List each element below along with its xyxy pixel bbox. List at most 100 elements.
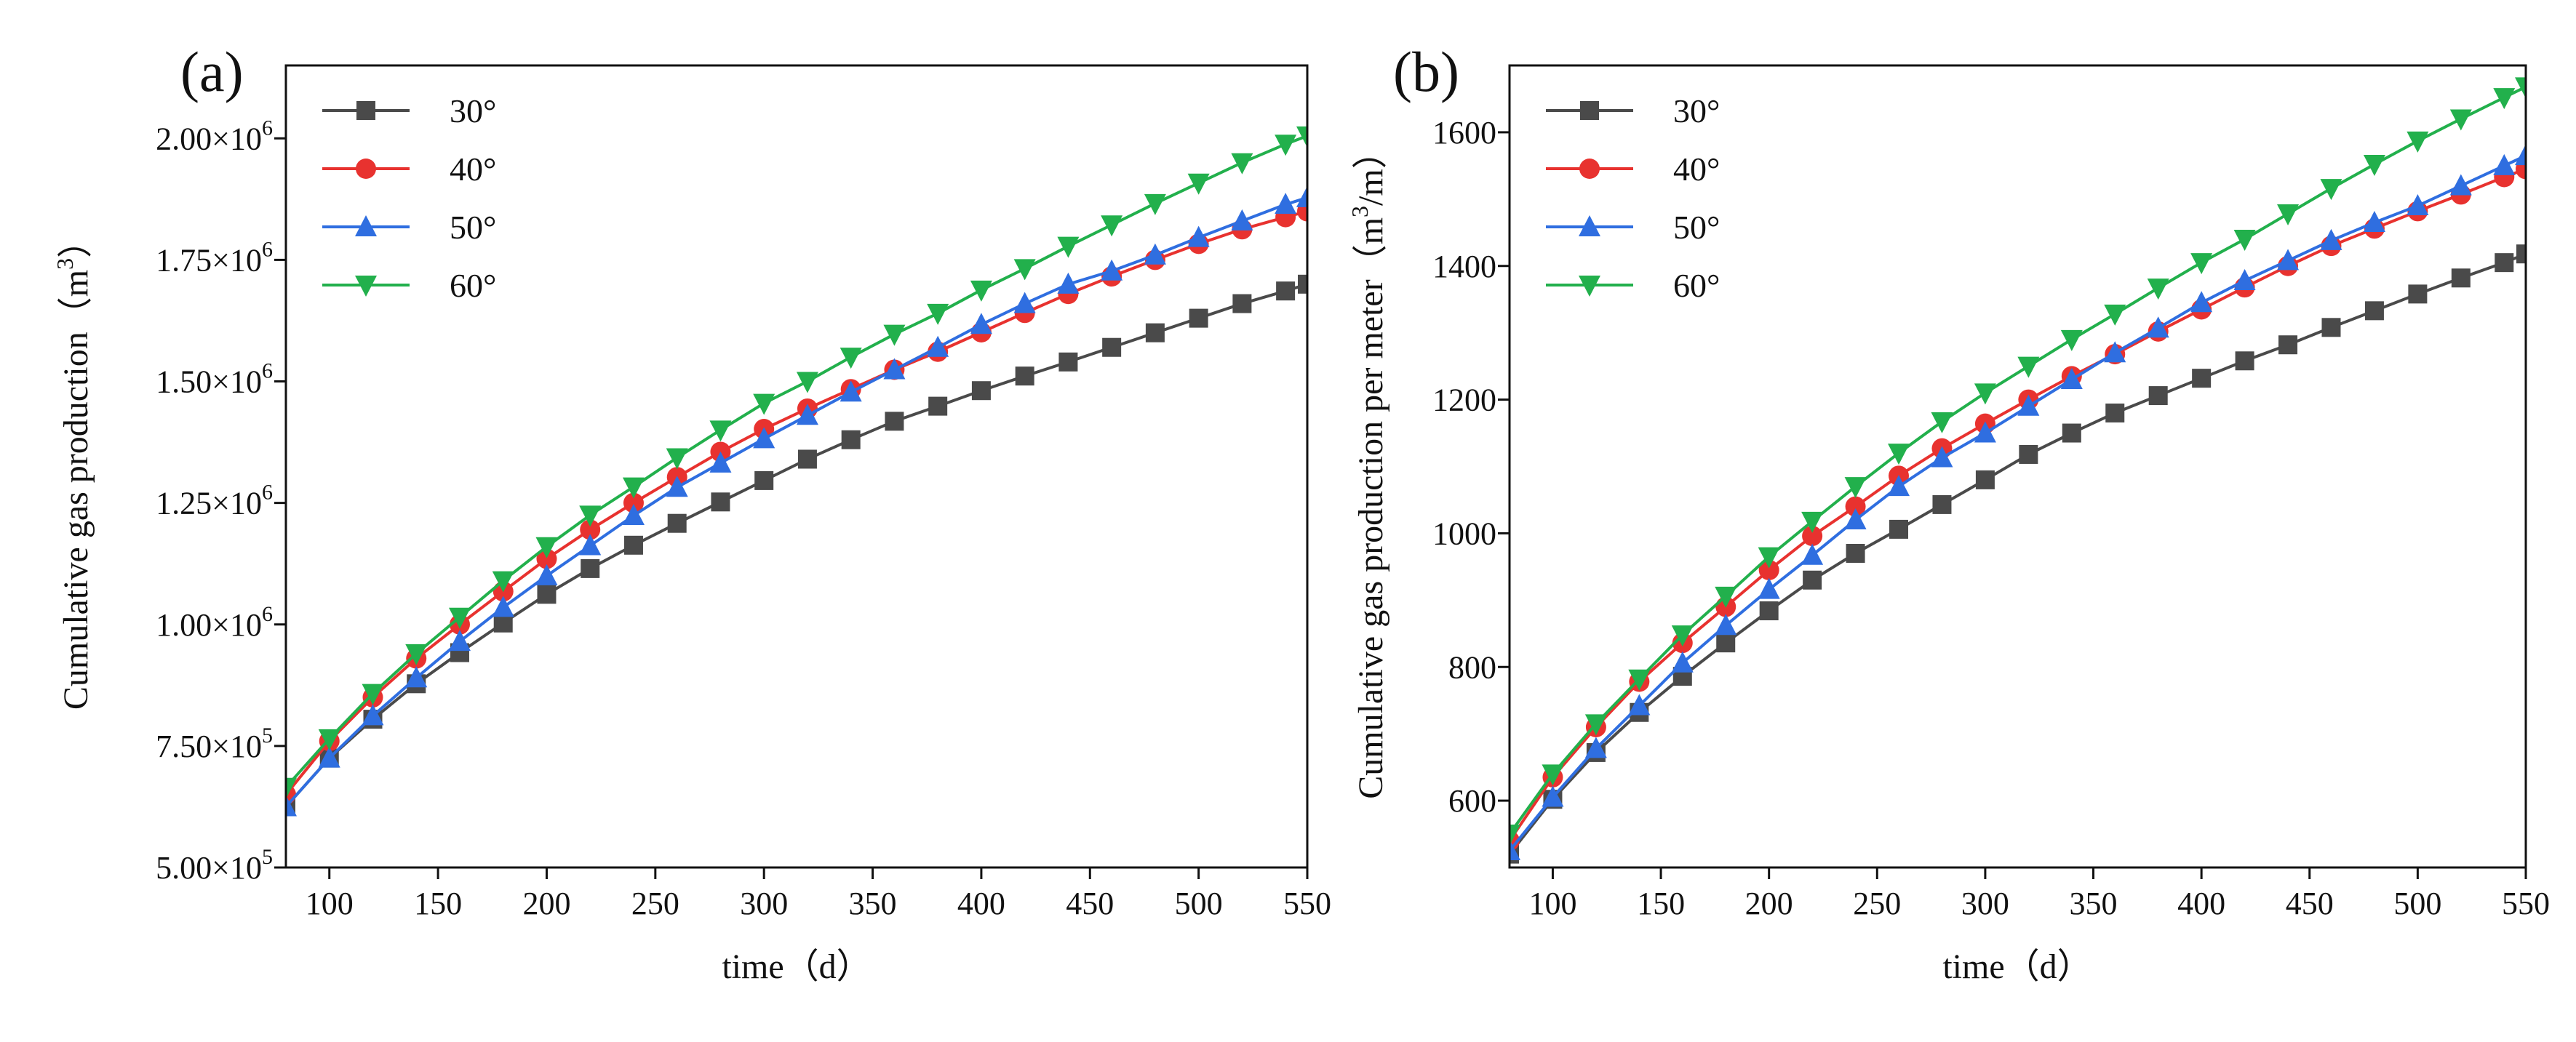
data-point-a-3-23 [1275,135,1297,156]
data-point-a-2-6 [535,564,558,585]
data-point-b-2-9 [1888,475,1910,497]
x-tick-label-a-7: 450 [1066,886,1114,921]
data-point-a-2-24 [1296,185,1307,207]
data-point-b-2-12 [2017,394,2040,416]
data-point-a-2-2 [362,704,384,726]
data-point-b-2-8 [1844,508,1867,530]
data-point-b-3-12 [2017,356,2040,378]
data-point-b-2-19 [2320,228,2342,250]
data-point-b-3-14 [2104,304,2126,326]
data-point-b-3-15 [2147,278,2169,300]
data-point-b-2-5 [1715,614,1737,636]
data-point-b-3-2 [1584,714,1607,736]
legend-label-a-1: 40° [450,151,496,188]
data-point-a-0-12 [797,449,817,469]
data-point-a-3-6 [535,537,558,558]
y-tick-label-b-0: 600 [1448,783,1496,819]
data-point-b-3-21 [2406,131,2429,153]
data-point-a-3-24 [1296,126,1307,148]
series-a-3 [286,126,1307,799]
data-point-b-0-18 [2278,335,2298,355]
y-tick-label-a-2: 1.00×106 [156,602,273,643]
data-point-a-2-9 [666,476,688,497]
data-point-b-0-14 [2105,403,2125,422]
legend-marker-a-0 [356,101,375,120]
series-a-2 [286,185,1307,817]
data-point-a-0-19 [1102,337,1122,357]
data-point-a-3-10 [709,420,732,442]
data-point-a-0-24 [1298,274,1307,294]
data-point-a-3-3 [405,644,428,665]
x-axis-title-b: time（d） [1942,947,2091,986]
y-tick-label-a-0: 5.00×105 [156,845,273,886]
x-tick-label-a-5: 350 [849,886,897,921]
data-point-a-0-14 [885,412,904,431]
x-tick-label-a-2: 200 [522,886,570,921]
data-point-b-2-22 [2449,174,2472,196]
legend-marker-b-0 [1580,101,1599,120]
x-tick-label-b-3: 250 [1853,886,1901,921]
x-tick-label-b-0: 100 [1528,886,1576,921]
data-point-a-0-18 [1058,352,1078,372]
data-point-a-3-20 [1144,193,1166,215]
data-point-b-0-22 [2451,268,2471,288]
x-tick-label-a-6: 400 [957,886,1005,921]
data-point-b-3-0 [1510,825,1520,846]
data-point-b-3-1 [1542,764,1564,786]
data-point-b-2-16 [2190,291,2213,313]
y-tick-label-a-6: 2.00×106 [156,116,273,156]
series-line-b-0 [1510,252,2526,855]
series-b-3 [1510,77,2526,846]
data-point-a-2-8 [622,504,645,526]
data-point-b-2-3 [1628,694,1651,716]
x-tick-label-b-4: 300 [1961,886,2009,921]
data-point-b-0-5 [1716,633,1736,653]
data-point-a-0-11 [754,470,774,490]
series-b-2 [1510,144,2526,861]
data-point-b-2-0 [1510,839,1520,861]
series-a-1 [286,201,1307,805]
legend-marker-a-3 [355,276,377,297]
x-tick-label-b-5: 350 [2070,886,2118,921]
data-point-b-0-12 [2019,444,2038,464]
data-point-b-3-18 [2277,204,2300,226]
panel-label-b: (b) [1393,40,1459,103]
data-point-b-0-10 [1932,494,1952,514]
legend-label-b-2: 50° [1673,209,1720,246]
data-point-b-1-7 [1802,526,1823,547]
data-point-a-0-20 [1145,323,1165,342]
data-point-a-1-8 [623,492,644,513]
data-point-a-1-6 [536,548,557,569]
data-point-b-3-11 [1974,383,1996,405]
x-axis-title-a: time（d） [722,947,871,986]
data-point-a-2-10 [709,451,732,473]
data-point-b-3-17 [2233,229,2256,251]
y-tick-label-b-4: 1400 [1432,249,1496,284]
data-point-b-2-11 [1974,421,1996,443]
data-point-b-2-4 [1671,651,1694,673]
data-point-a-0-8 [623,535,643,555]
data-point-a-3-21 [1187,173,1210,195]
data-point-a-3-7 [579,505,602,527]
data-point-b-2-7 [1801,543,1824,565]
data-point-b-0-21 [2408,284,2428,304]
data-point-a-3-16 [970,280,992,302]
x-tick-label-b-2: 200 [1745,886,1793,921]
legend-b: 30° 40° 50° 60° [1546,92,1720,304]
data-point-b-0-7 [1803,570,1822,590]
data-point-a-3-17 [1013,259,1036,281]
legend-label-a-3: 60° [450,267,496,304]
data-point-b-0-24 [2516,244,2526,264]
series-b-1 [1510,159,2526,851]
data-point-a-3-11 [753,393,775,415]
data-point-a-3-18 [1057,236,1080,258]
x-tick-label-a-3: 250 [631,886,679,921]
data-point-a-3-8 [622,477,645,499]
y-tick-label-a-4: 1.50×106 [156,359,273,400]
series-line-a-3 [286,135,1307,789]
data-point-a-2-0 [286,795,297,817]
data-point-a-2-11 [753,427,775,449]
data-point-a-0-17 [1015,366,1034,386]
data-point-b-0-8 [1846,543,1865,563]
y-tick-label-a-5: 1.75×106 [156,237,273,278]
